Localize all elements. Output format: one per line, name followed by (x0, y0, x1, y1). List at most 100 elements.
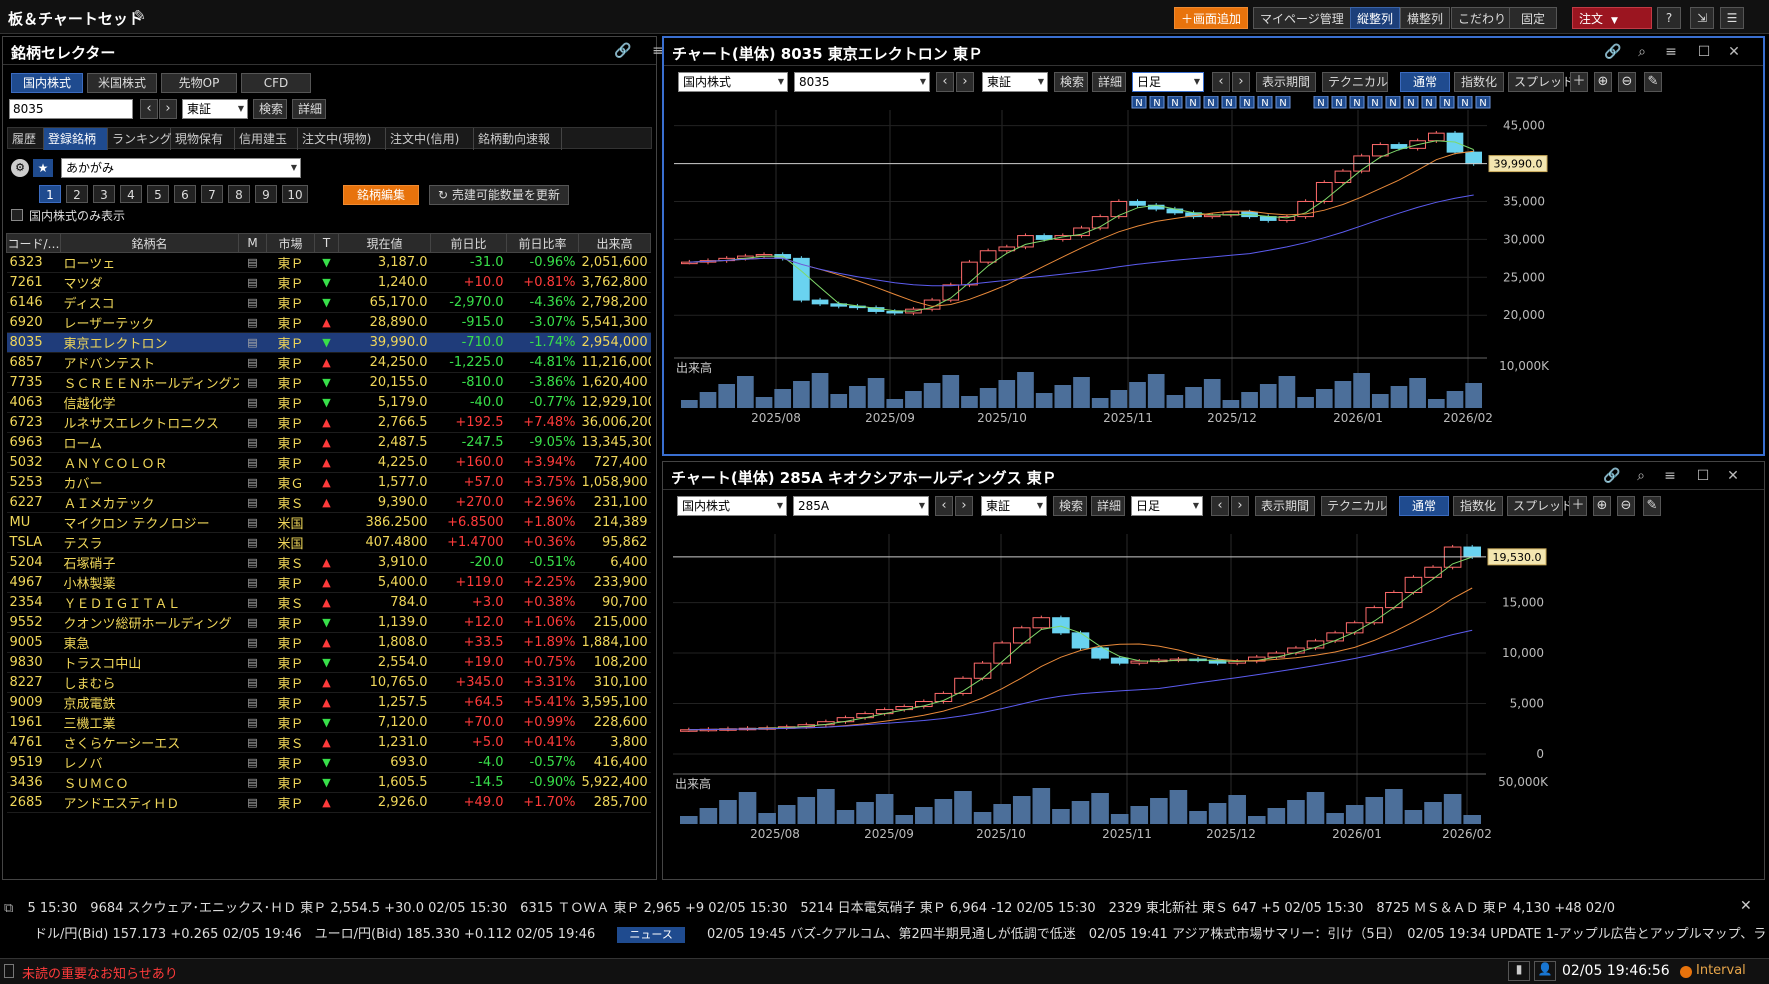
next-icon[interactable]: › (955, 496, 973, 516)
page-tab-3[interactable]: 3 (93, 185, 115, 203)
col-memo[interactable]: M (238, 233, 267, 253)
memo-icon[interactable]: ▤ (238, 792, 267, 813)
tab-cfd[interactable]: CFD (241, 73, 311, 93)
chart2-technical-button[interactable]: テクニカル (1321, 496, 1387, 516)
maximize-icon[interactable]: ☐ (1696, 468, 1710, 484)
chart1-spread-button[interactable]: スプレッド (1508, 72, 1574, 92)
code-search-input[interactable]: 8035 (9, 99, 133, 119)
tab-margin[interactable]: 信用建玉 (235, 128, 298, 150)
maximize-icon[interactable]: ☐ (1697, 44, 1711, 60)
memo-icon[interactable]: ▤ (238, 712, 267, 733)
vertical-align-button[interactable]: 縦整列 (1350, 7, 1401, 29)
page-tab-9[interactable]: 9 (255, 185, 277, 203)
memo-icon[interactable]: ▤ (238, 672, 267, 693)
page-tab-7[interactable]: 7 (201, 185, 223, 203)
menu-icon[interactable]: ≡ (652, 43, 664, 59)
table-row[interactable]: 2685 アンドエスティＨＤ ▤ 東Ｐ ▲ 2,926.0 +49.0 +1.70% 285,7… (6, 792, 651, 813)
tab-news-flash[interactable]: 銘柄動向速報 (474, 128, 562, 150)
chart1-detail-button[interactable]: 詳細 (1092, 72, 1126, 92)
table-row[interactable]: TSLA テスラ ▤ 米国 407.4800 +1.4700 +0.36% 95,862 (6, 532, 651, 553)
prev-icon[interactable]: ‹ (140, 99, 158, 119)
table-row[interactable]: 2354 ＹＥＤＩＧＩＴＡＬ ▤ 東Ｓ ▲ 784.0 +3.0 +0.38% 90,700 (6, 592, 651, 613)
table-row[interactable]: 6227 ＡＩメカテック ▤ 東Ｓ ▲ 9,390.0 +270.0 +2.96% 231,10… (6, 492, 651, 513)
lock-icon[interactable]: ▮ (1508, 961, 1530, 981)
tab-history[interactable]: 履歴 (8, 128, 44, 150)
col-market[interactable]: 市場 (266, 233, 315, 253)
memo-icon[interactable]: ▤ (238, 352, 267, 373)
memo-icon[interactable]: ▤ (238, 612, 267, 633)
col-name[interactable]: 銘柄名 (60, 233, 239, 253)
ticker-stocks[interactable]: ⧉ 5 15:30 9684 スクウェア･エニックス･ＨＤ 東Ｐ 2,554.5… (0, 898, 1769, 920)
tab-registered[interactable]: 登録銘柄 (44, 128, 108, 150)
fix-button[interactable]: 固定 (1509, 7, 1557, 29)
zoom-in-icon[interactable]: ⊕ (1593, 496, 1611, 516)
order-button[interactable]: 注文 ▼ (1572, 7, 1652, 29)
memo-icon[interactable]: ▤ (238, 572, 267, 593)
table-row[interactable]: 7261 マツダ ▤ 東Ｐ ▼ 1,240.0 +10.0 +0.81% 3,762,800 (6, 272, 651, 293)
table-row[interactable]: 5204 石塚硝子 ▤ 東Ｓ ▲ 3,910.0 -20.0 -0.51% 6,400 (6, 552, 651, 573)
prev-icon[interactable]: ‹ (1211, 496, 1229, 516)
refresh-short-button[interactable]: ↻ 売建可能数量を更新 (429, 185, 569, 205)
tab-futures[interactable]: 先物OP (161, 73, 237, 93)
tab-ranking[interactable]: ランキング (108, 128, 172, 150)
help-button[interactable]: ? (1657, 7, 1681, 29)
next-icon[interactable]: › (1231, 496, 1249, 516)
chart1-normal-button[interactable]: 通常 (1400, 72, 1450, 92)
horizontal-align-button[interactable]: 横整列 (1400, 7, 1451, 29)
page-tab-4[interactable]: 4 (120, 185, 142, 203)
chart2-detail-button[interactable]: 詳細 (1091, 496, 1125, 516)
memo-icon[interactable]: ▤ (238, 292, 267, 313)
close-icon[interactable]: ✕ (1740, 898, 1752, 914)
table-row[interactable]: 9552 クオンツ総研ホールディング ▤ 東Ｐ ▼ 1,139.0 +12.0 +1.06% 2… (6, 612, 651, 633)
memo-icon[interactable]: ▤ (238, 412, 267, 433)
memo-icon[interactable]: ▤ (238, 552, 267, 573)
page-tab-10[interactable]: 10 (282, 185, 308, 203)
memo-icon[interactable]: ▤ (238, 332, 267, 353)
col-trend[interactable]: T (314, 233, 339, 253)
domestic-only-checkbox[interactable] (11, 209, 23, 221)
table-row[interactable]: 6323 ローツェ ▤ 東Ｐ ▼ 3,187.0 -31.0 -0.96% 2,051,600 (6, 252, 651, 273)
chart1-period-button[interactable]: 表示期間 (1256, 72, 1316, 92)
draw-icon[interactable]: ✎ (1643, 496, 1661, 516)
memo-icon[interactable]: ▤ (238, 512, 267, 533)
col-change-pct[interactable]: 前日比率 (506, 233, 579, 253)
memo-icon[interactable]: ▤ (238, 312, 267, 333)
chart1-exchange-select[interactable]: 東証 (982, 72, 1048, 92)
table-row[interactable]: 9005 東急 ▤ 東Ｐ ▲ 1,808.0 +33.5 +1.89% 1,884,100 (6, 632, 651, 653)
page-tab-5[interactable]: 5 (147, 185, 169, 203)
edit-title-icon[interactable]: ✎ (134, 8, 146, 24)
app-menu-icon[interactable]: ☰ (1720, 7, 1744, 29)
page-tab-6[interactable]: 6 (174, 185, 196, 203)
table-row[interactable]: 1961 三機工業 ▤ 東Ｐ ▼ 7,120.0 +70.0 +0.99% 228,600 (6, 712, 651, 733)
mypage-button[interactable]: マイページ管理 (1253, 7, 1351, 29)
memo-icon[interactable]: ▤ (238, 372, 267, 393)
ticker-news[interactable]: ドル/円(Bid) 157.173 +0.265 02/05 19:46 ユーロ… (0, 924, 1769, 946)
memo-icon[interactable]: ▤ (238, 532, 267, 553)
memo-icon[interactable]: ▤ (238, 432, 267, 453)
chart2-canvas[interactable]: 15,000 10,000 5,000 0 出来高 50,000K 19,530.0 2025… (671, 520, 1761, 876)
page-tab-1[interactable]: 1 (39, 185, 61, 203)
table-row[interactable]: 9009 京成電鉄 ▤ 東Ｐ ▲ 1,257.5 +64.5 +5.41% 3,595,100 (6, 692, 651, 713)
table-row[interactable]: 8035 東京エレクトロン ▤ 東Ｐ ▼ 39,990.0 -710.0 -1.74% 2,95… (6, 332, 651, 353)
chart1-period-select[interactable]: 日足 (1132, 72, 1204, 92)
table-row[interactable]: 7735 ＳＣＲＥＥＮホールディングス ▤ 東Ｐ ▼ 20,155.0 -810.0 -3.8… (6, 372, 651, 393)
chart1-type-select[interactable]: 国内株式 (678, 72, 788, 92)
chart1-canvas[interactable]: NNNNNNNNNNNNNNNNNNN45,00040,00035,00030,… (672, 96, 1762, 452)
table-row[interactable]: 9830 トラスコ中山 ▤ 東Ｐ ▼ 2,554.0 +19.0 +0.75% 108,200 (6, 652, 651, 673)
edit-list-button[interactable]: 銘柄編集 (343, 185, 419, 205)
chart2-index-button[interactable]: 指数化 (1453, 496, 1503, 516)
prev-icon[interactable]: ‹ (935, 496, 953, 516)
close-icon[interactable]: ✕ (1728, 44, 1740, 60)
tab-orders-margin[interactable]: 注文中(信用) (386, 128, 474, 150)
col-change[interactable]: 前日比 (430, 233, 507, 253)
settings-icon[interactable]: ⚙ (11, 159, 29, 177)
link-icon[interactable]: 🔗 (614, 43, 632, 59)
tab-holdings[interactable]: 現物保有 (171, 128, 235, 150)
table-row[interactable]: 5253 カバー ▤ 東Ｇ ▲ 1,577.0 +57.0 +3.75% 1,058,900 (6, 472, 651, 493)
memo-icon[interactable]: ▤ (238, 252, 267, 273)
chart2-exchange-select[interactable]: 東証 (981, 496, 1047, 516)
menu-icon[interactable]: ≡ (1665, 44, 1677, 60)
table-row[interactable]: 4063 信越化学 ▤ 東Ｐ ▼ 5,179.0 -40.0 -0.77% 12,929,100 (6, 392, 651, 413)
search-button[interactable]: 検索 (253, 99, 287, 119)
tab-domestic[interactable]: 国内株式 (11, 73, 83, 93)
